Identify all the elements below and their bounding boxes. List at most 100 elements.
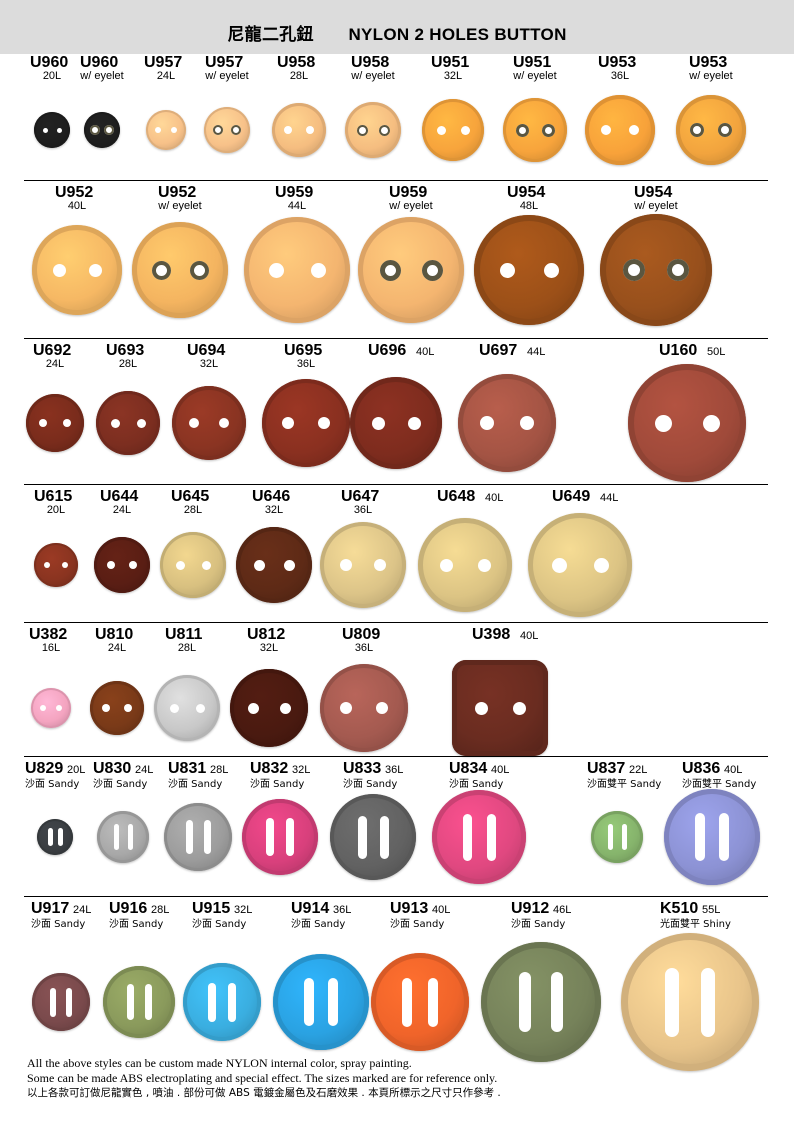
button-size: w/ eyelet (513, 70, 557, 82)
button-hole (201, 560, 211, 570)
button-image (183, 963, 261, 1041)
button-image (32, 225, 122, 315)
button-code: U695 (284, 342, 323, 359)
button-hole (601, 125, 611, 135)
button-image (230, 669, 308, 747)
button-size: 24L (73, 904, 92, 916)
button-hole (88, 263, 102, 277)
button-hole (379, 259, 401, 281)
button-hole (213, 125, 223, 135)
button-slot (462, 813, 472, 861)
button-finish-note: 沙面 Sandy (93, 779, 148, 790)
button-slot (208, 982, 216, 1022)
button-image (591, 811, 643, 863)
button-finish-note: 沙面 Sandy (168, 779, 223, 790)
button-code: U647 (341, 488, 380, 505)
button-image (474, 215, 584, 325)
button-image (585, 95, 655, 165)
button-size: 55L (702, 904, 721, 916)
button-size: 44L (527, 346, 546, 358)
button-image (204, 107, 250, 153)
button-size: 16L (41, 642, 61, 654)
button-code: U694 (187, 342, 226, 359)
button-hole (629, 125, 639, 135)
button-image (34, 543, 78, 587)
button-size: 20L (46, 504, 66, 516)
button-hole (623, 259, 645, 281)
button-code: U648 (437, 488, 476, 505)
button-slot (551, 972, 563, 1032)
button-code: U915 (192, 900, 231, 917)
button-hole (283, 559, 295, 571)
button-code: U382 (29, 626, 68, 643)
button-hole (56, 705, 62, 711)
button-hole (543, 262, 559, 278)
button-hole (52, 263, 66, 277)
button-image (164, 803, 232, 871)
button-size: 36L (353, 504, 373, 516)
button-image (94, 537, 150, 593)
button-size: 24L (135, 764, 154, 776)
button-hole (310, 262, 326, 278)
button-code: U959 (389, 184, 428, 201)
button-code: U646 (252, 488, 291, 505)
button-slot (695, 813, 705, 861)
button-slot (57, 828, 63, 846)
button-code: U811 (165, 626, 203, 643)
button-image (418, 518, 512, 612)
button-code: U645 (171, 488, 210, 505)
button-image (132, 222, 228, 318)
button-size: 22L (629, 764, 648, 776)
button-hole (515, 123, 529, 137)
button-finish-note: 沙面 Sandy (31, 919, 86, 930)
button-finish-note: 光面雙平 Shiny (660, 919, 731, 930)
button-hole (474, 701, 488, 715)
button-slot (203, 820, 211, 854)
button-hole (279, 702, 291, 714)
button-image (422, 99, 484, 161)
row-separator (24, 756, 768, 757)
footer-line-2: Some can be made ABS electroplating and … (27, 1071, 498, 1085)
button-finish-note: 沙面 Sandy (250, 779, 305, 790)
button-code: U834 (449, 760, 488, 777)
button-hole (175, 560, 185, 570)
button-size: 28L (177, 642, 197, 654)
button-size: 40L (67, 200, 87, 212)
button-slot (47, 828, 53, 846)
button-code: U697 (479, 342, 518, 359)
button-hole (104, 125, 114, 135)
button-code: U809 (342, 626, 381, 643)
button-code: U696 (368, 342, 407, 359)
button-slot (486, 813, 496, 861)
button-image (273, 954, 369, 1050)
button-image (96, 391, 160, 455)
button-hole (169, 703, 179, 713)
button-size: 40L (520, 630, 539, 642)
button-size: 44L (287, 200, 307, 212)
button-finish-note: 沙面 Sandy (511, 919, 566, 930)
page-header: 尼龍二孔鈕 NYLON 2 HOLES BUTTON (0, 0, 794, 54)
button-code: U912 (511, 900, 550, 917)
button-size: w/ eyelet (634, 200, 678, 212)
button-hole (340, 559, 352, 571)
button-hole (378, 124, 390, 136)
button-size: 28L (118, 358, 138, 370)
button-image (172, 386, 246, 460)
button-code: U829 (25, 760, 64, 777)
button-slot (113, 824, 119, 850)
button-image (621, 933, 759, 1071)
button-code: U810 (95, 626, 134, 643)
button-size: 36L (296, 358, 316, 370)
button-image (97, 811, 149, 863)
button-hole (102, 704, 110, 712)
button-image (432, 790, 526, 884)
button-size: 20L (67, 764, 86, 776)
button-size: 40L (724, 764, 743, 776)
button-code: U832 (250, 760, 289, 777)
button-image (34, 112, 70, 148)
button-size: 36L (354, 642, 374, 654)
button-image (458, 374, 556, 472)
button-code: U958 (351, 54, 390, 71)
button-hole (356, 124, 368, 136)
button-slot (126, 984, 134, 1020)
